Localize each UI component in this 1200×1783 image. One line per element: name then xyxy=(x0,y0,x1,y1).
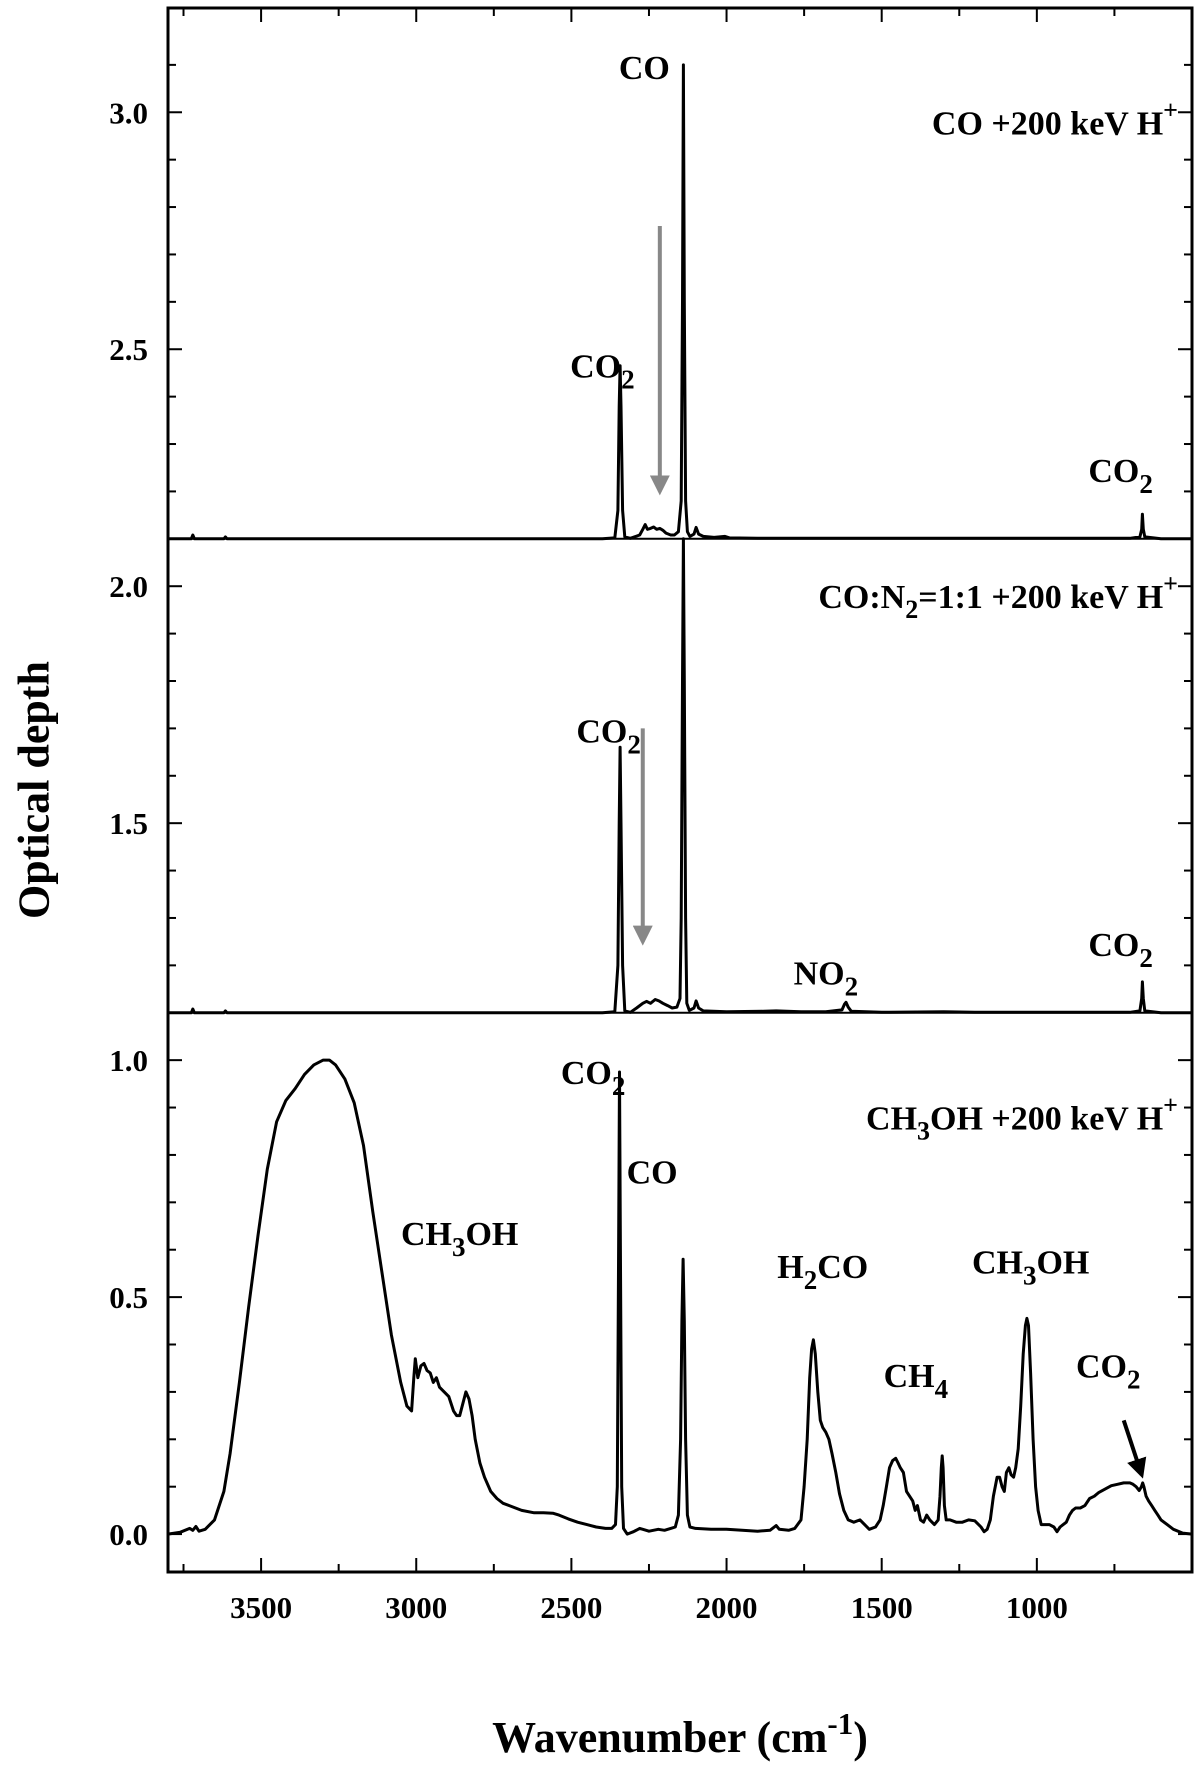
series-label-part: =1:1 +200 keV H xyxy=(918,579,1163,616)
annotation-arrows xyxy=(632,226,1147,1479)
annotation-part: 3 xyxy=(1023,1260,1037,1290)
series-label-part: OH +200 keV H xyxy=(930,1101,1163,1138)
x-axis-title-close: ) xyxy=(853,1713,868,1762)
series-layer: CO +200 keV H+CO:N2=1:1 +200 keV H+CH3OH… xyxy=(167,63,1193,1536)
annotation-co2-top: CO2 xyxy=(570,349,635,395)
annotation-part: CO xyxy=(1088,927,1139,964)
series-label-part: + xyxy=(1163,95,1178,124)
annotation-part: CO xyxy=(817,1249,868,1286)
series-label-part: CO +200 keV H xyxy=(932,105,1163,142)
series-label-part: + xyxy=(1163,1091,1178,1120)
annotation-part: CO xyxy=(576,714,627,751)
x-tick-label: 2000 xyxy=(696,1590,758,1625)
annotation-part: OH xyxy=(465,1216,518,1253)
annotation-part: 2 xyxy=(1139,943,1153,973)
y-tick-label: 3.0 xyxy=(109,95,148,130)
y-axis-title: Optical depth xyxy=(10,661,59,919)
y-tick-label: 1.0 xyxy=(109,1043,148,1078)
series-label-0: CO +200 keV H+ xyxy=(932,95,1178,142)
series-label-part: + xyxy=(1163,569,1178,598)
y-tick-label: 0.0 xyxy=(109,1517,148,1552)
x-axis-title-main: Wavenumber (cm xyxy=(492,1713,827,1762)
x-axis-title: Wavenumber (cm-1) xyxy=(492,1706,868,1762)
annotation-part: CH xyxy=(972,1244,1023,1281)
arrow-bottom xyxy=(1121,1419,1147,1479)
annotation-part: 2 xyxy=(612,1071,626,1101)
series-label-part: 3 xyxy=(917,1117,930,1146)
annotation-co-top: CO xyxy=(619,50,670,87)
y-tick-label: 1.5 xyxy=(109,806,148,841)
annotation-part: 4 xyxy=(935,1374,949,1404)
annotation-co2-bottom-right: CO2 xyxy=(1076,1349,1141,1395)
annotation-part: 2 xyxy=(627,730,641,760)
annotation-part: OH xyxy=(1036,1244,1089,1281)
annotation-part: CO xyxy=(1076,1349,1127,1386)
series-label-part: 2 xyxy=(905,595,918,624)
y-tick-label: 2.5 xyxy=(109,332,148,367)
series-label-part: CO:N xyxy=(818,579,905,616)
series-label-1: CO:N2=1:1 +200 keV H+ xyxy=(818,569,1178,624)
annotation-part: CO xyxy=(561,1055,612,1092)
annotation-part: 2 xyxy=(804,1265,818,1295)
plot-frame xyxy=(166,6,1194,1574)
annotation-part: 2 xyxy=(845,971,859,1001)
annotation-ch3oh-bottom-right: CH3OH xyxy=(972,1244,1089,1290)
annotation-co-bottom: CO xyxy=(627,1154,678,1191)
y-tick-label: 0.5 xyxy=(109,1280,148,1315)
annotation-part: 3 xyxy=(452,1232,466,1262)
annotation-part: 2 xyxy=(1127,1365,1141,1395)
annotation-part: CH xyxy=(401,1216,452,1253)
y-tick-label: 2.0 xyxy=(109,569,148,604)
x-tick-label: 1500 xyxy=(851,1590,913,1625)
x-tick-label: 2500 xyxy=(540,1590,602,1625)
annotation-ch3oh-bottom-left: CH3OH xyxy=(401,1216,518,1262)
series-label-part: CH xyxy=(866,1101,917,1138)
annotation-part: 2 xyxy=(1139,469,1153,499)
annotation-part: CO xyxy=(1088,453,1139,490)
annotation-co2-top-right: CO2 xyxy=(1088,453,1153,499)
annotation-h2co-bottom: H2CO xyxy=(777,1249,868,1295)
annotation-co2-bottom: CO2 xyxy=(561,1055,626,1101)
x-tick-label: 3500 xyxy=(230,1590,292,1625)
axis-ticks: 3500 3000 2500 2000 1500 1000 0.0 0.5 1.0 1.5 2.0 2… xyxy=(109,8,1193,1625)
annotation-no2-mid: NO2 xyxy=(794,955,859,1001)
series-line-2 xyxy=(167,1058,1193,1536)
annotation-co2-mid: CO2 xyxy=(576,714,641,760)
annotation-part: CH xyxy=(884,1358,935,1395)
annotation-part: CO xyxy=(570,349,621,386)
x-axis-title-sup: -1 xyxy=(827,1706,853,1741)
annotation-part: 2 xyxy=(621,365,635,395)
panel-dividers xyxy=(168,537,1192,1014)
series-label-2: CH3OH +200 keV H+ xyxy=(866,1091,1178,1146)
annotation-part: CO xyxy=(619,50,670,87)
annotation-part: H xyxy=(777,1249,803,1286)
annotation-ch4-bottom: CH4 xyxy=(884,1358,949,1404)
annotation-part: CO xyxy=(627,1154,678,1191)
x-tick-label: 3000 xyxy=(385,1590,447,1625)
annotation-part: NO xyxy=(794,955,845,992)
x-tick-label: 1000 xyxy=(1006,1590,1068,1625)
annotation-co2-mid-right: CO2 xyxy=(1088,927,1153,973)
